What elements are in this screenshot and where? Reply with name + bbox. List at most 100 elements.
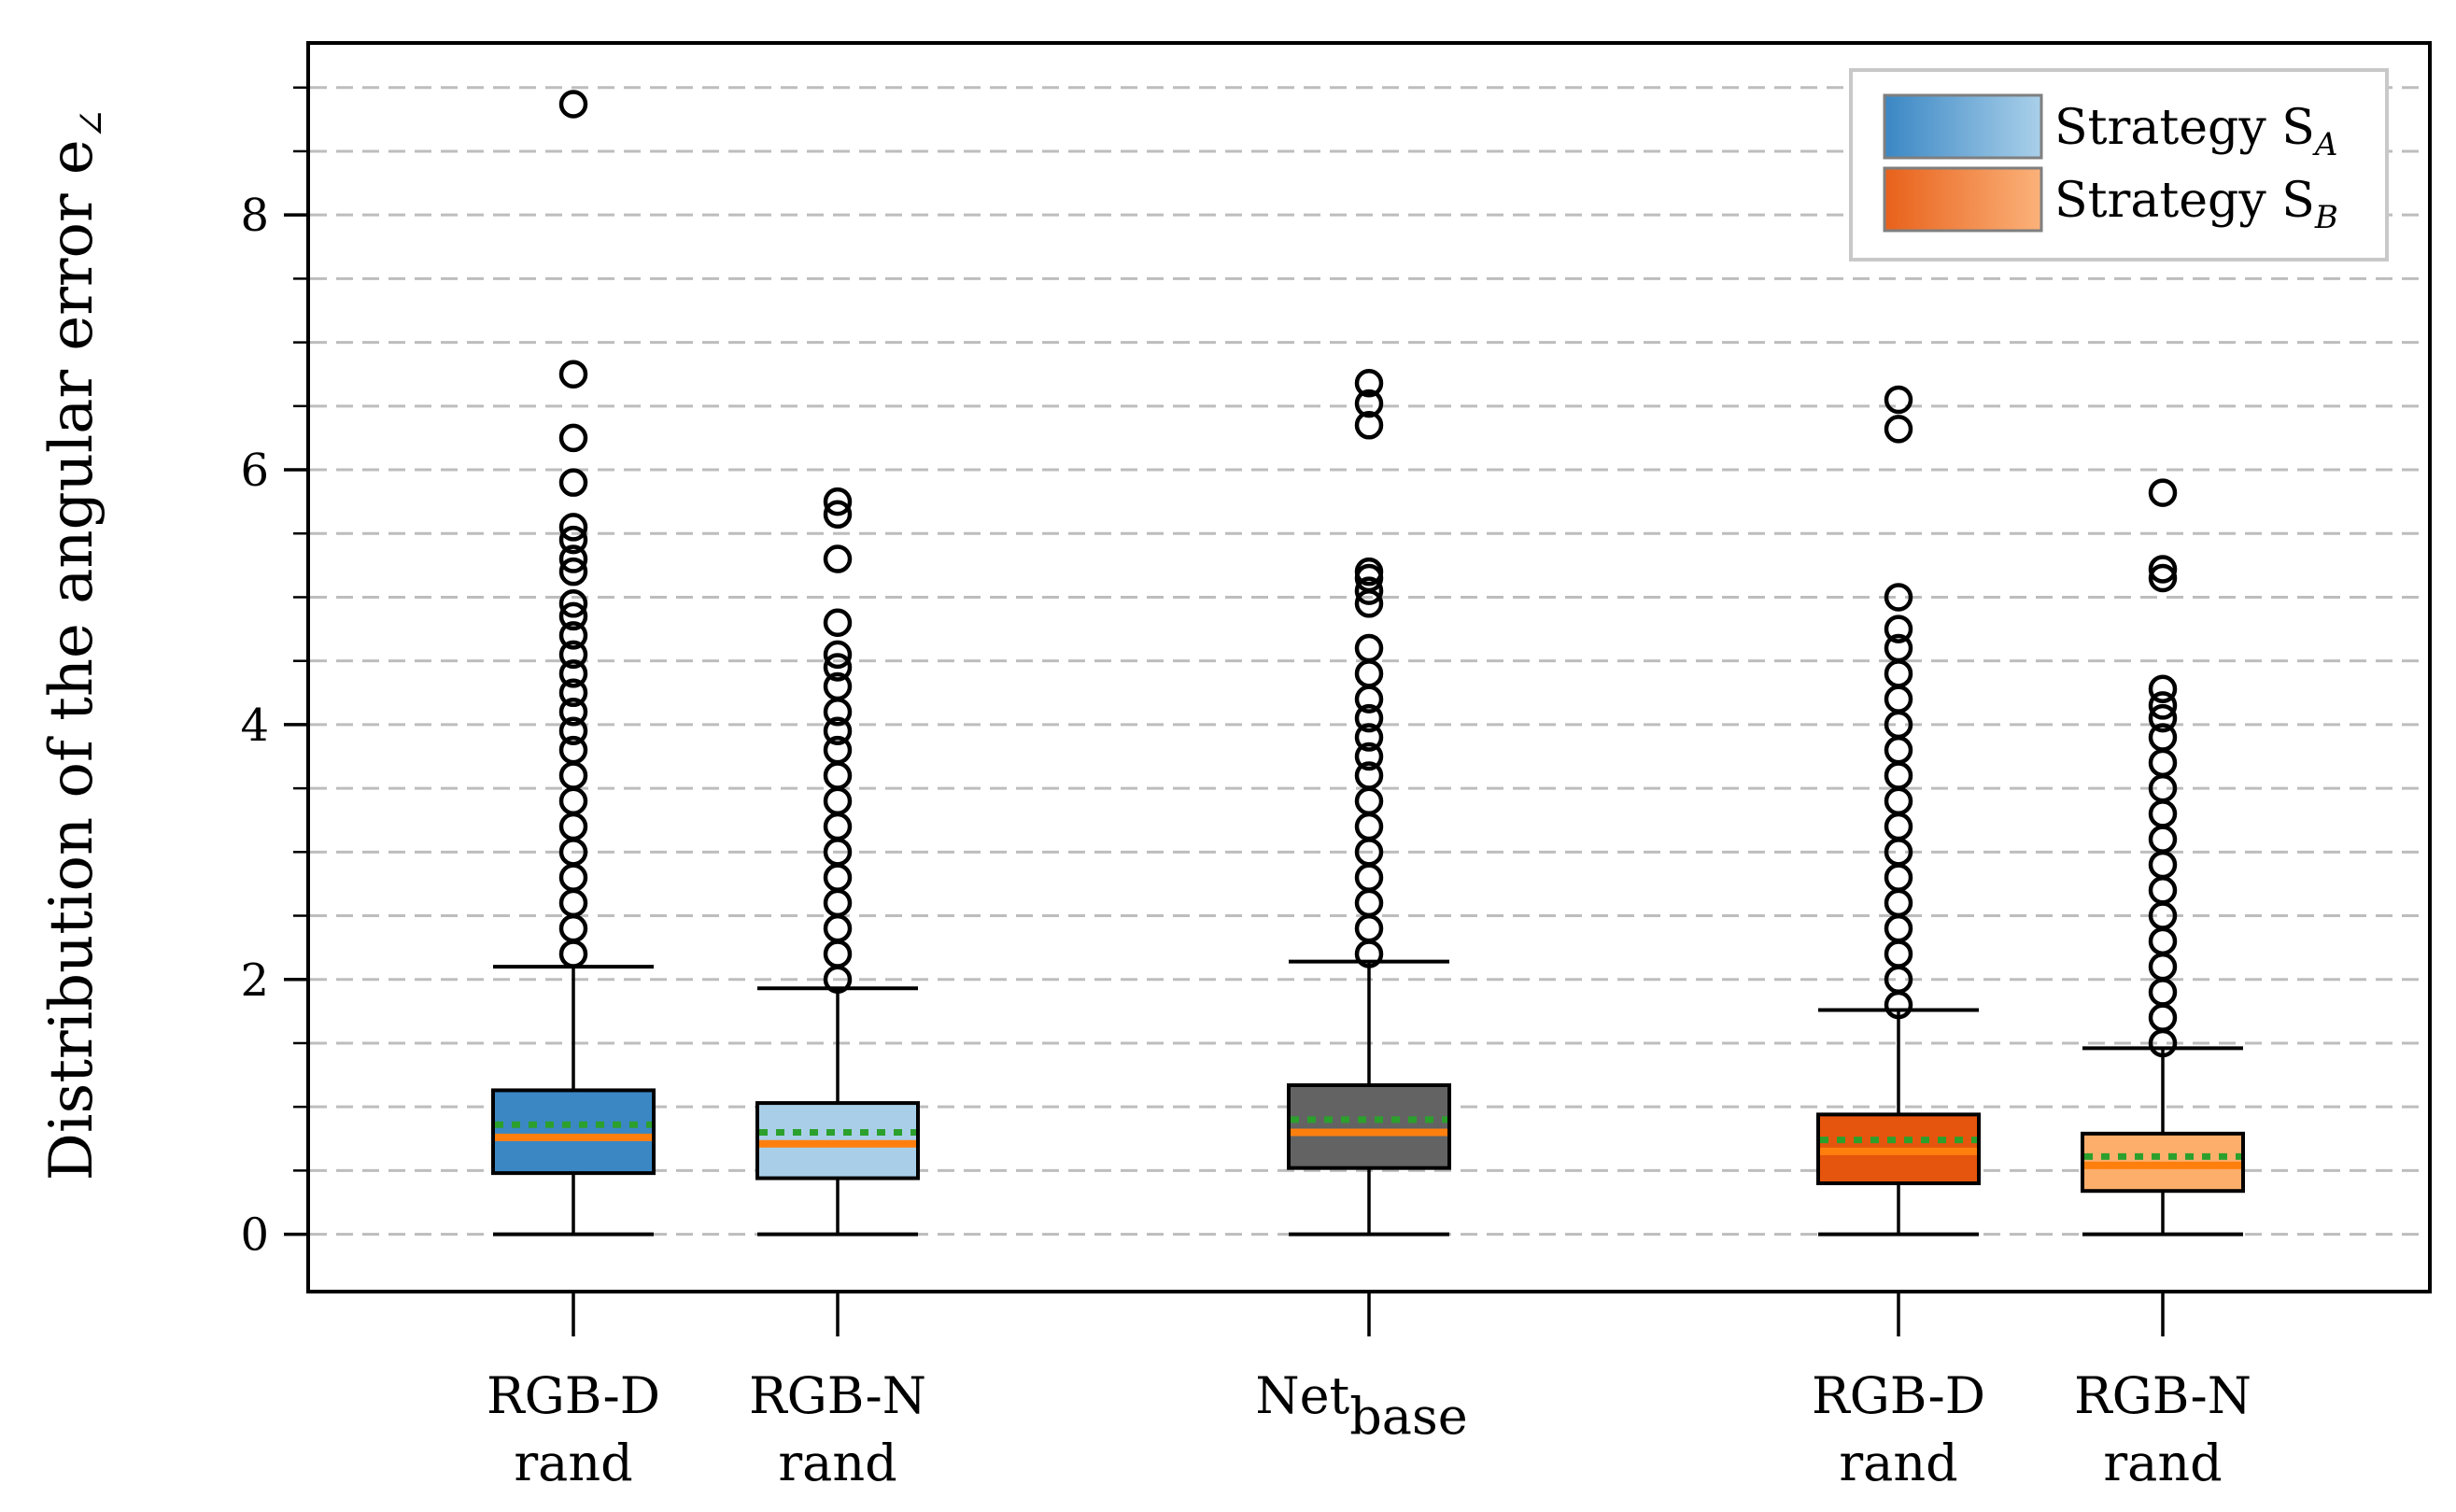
- y-tick-label: 8: [240, 190, 269, 242]
- box-group: [1816, 385, 1981, 1236]
- outlier-point: [1884, 940, 1913, 968]
- x-tick-label-line2: rand: [1839, 1434, 1957, 1492]
- x-tick-label: RGB-N: [2074, 1366, 2251, 1425]
- outlier-point: [558, 544, 588, 573]
- outlier-point: [558, 812, 588, 841]
- outlier-point: [558, 698, 588, 727]
- outlier-point: [2148, 952, 2178, 982]
- outlier-point: [1884, 786, 1913, 815]
- boxes: [491, 90, 2245, 1236]
- outlier-point: [1884, 633, 1913, 663]
- outlier-point: [823, 863, 853, 892]
- outlier-point: [2148, 555, 2178, 584]
- outlier-point: [2148, 748, 2178, 778]
- box-group: [491, 90, 656, 1236]
- outlier-point: [558, 621, 588, 650]
- outlier-point: [2148, 926, 2178, 956]
- outlier-point: [558, 786, 588, 815]
- outlier-point: [1354, 812, 1384, 841]
- y-tick-label: 4: [240, 699, 269, 752]
- outlier-point: [558, 678, 588, 708]
- outlier-point: [1884, 583, 1913, 612]
- outlier-point: [823, 716, 853, 745]
- x-tick-label-line2: rand: [778, 1434, 896, 1492]
- outlier-point: [558, 716, 588, 745]
- outlier-point: [2148, 799, 2178, 828]
- outlier-point: [1354, 557, 1384, 586]
- outlier-point: [1354, 411, 1384, 440]
- outlier-point: [2148, 850, 2178, 880]
- outlier-point: [823, 487, 853, 516]
- outlier-point: [1354, 863, 1384, 892]
- outlier-point: [558, 90, 588, 119]
- outlier-point: [2148, 563, 2178, 593]
- outlier-point: [558, 589, 588, 618]
- outlier-point: [1354, 659, 1384, 688]
- outlier-point: [1884, 615, 1913, 643]
- box-iqr: [491, 1088, 656, 1176]
- x-tick-label-line2: rand: [2103, 1434, 2222, 1492]
- outlier-point: [2148, 703, 2178, 733]
- outlier-point: [1354, 723, 1384, 752]
- box-group: [755, 487, 920, 1236]
- outlier-point: [558, 640, 588, 670]
- outlier-point: [1884, 415, 1913, 444]
- outlier-point: [2148, 978, 2178, 1007]
- outlier-point: [558, 659, 588, 688]
- outlier-point: [2148, 876, 2178, 905]
- outlier-point: [823, 786, 853, 815]
- outlier-point: [2148, 674, 2178, 703]
- outlier-point: [823, 500, 853, 530]
- outlier-point: [2148, 691, 2178, 720]
- outlier-point: [823, 761, 853, 790]
- outlier-point: [823, 913, 853, 943]
- outlier-point: [1354, 703, 1384, 733]
- outlier-point: [2148, 1003, 2178, 1032]
- legend-label-strategy-b: Strategy SB: [2054, 173, 2338, 236]
- legend-swatch-strategy-a: [1883, 93, 2043, 160]
- y-axis: 0 2 4 6 8: [240, 86, 308, 1262]
- x-tick-label: RGB-D: [487, 1366, 660, 1425]
- outlier-point: [823, 940, 853, 968]
- outlier-point: [1354, 761, 1384, 790]
- outlier-point: [823, 735, 853, 765]
- y-axis-title: Distribution of the angular error e∠: [37, 108, 114, 1181]
- outlier-point: [558, 468, 588, 497]
- outlier-point: [1354, 742, 1384, 771]
- outlier-point: [1884, 659, 1913, 688]
- outlier-point: [558, 888, 588, 918]
- outlier-point: [558, 940, 588, 968]
- outlier-point: [1884, 685, 1913, 714]
- outlier-point: [823, 812, 853, 841]
- x-tick-label: Netbase: [1255, 1366, 1467, 1446]
- outlier-point: [823, 653, 853, 682]
- outlier-point: [823, 671, 853, 701]
- legend-swatch-strategy-b: [1883, 166, 2043, 233]
- y-tick-label: 0: [240, 1209, 269, 1262]
- x-tick-label: RGB-N: [749, 1366, 926, 1425]
- outlier-point: [1884, 913, 1913, 943]
- outlier-point: [1884, 863, 1913, 892]
- outlier-point: [2148, 723, 2178, 752]
- outlier-point: [1884, 735, 1913, 765]
- outlier-point: [823, 640, 853, 670]
- outlier-point: [558, 557, 588, 586]
- outlier-point: [1884, 888, 1913, 918]
- outlier-point: [1354, 633, 1384, 663]
- outlier-point: [1354, 786, 1384, 815]
- y-tick-label: 2: [240, 954, 269, 1007]
- outlier-point: [558, 913, 588, 943]
- outlier-point: [1354, 389, 1384, 418]
- box-group: [1287, 369, 1451, 1236]
- outlier-point: [2148, 825, 2178, 854]
- box-iqr: [1287, 1082, 1451, 1170]
- box-group: [2081, 478, 2245, 1236]
- outlier-point: [1884, 385, 1913, 415]
- y-tick-label: 6: [240, 445, 269, 497]
- outlier-point: [1354, 369, 1384, 398]
- x-tick-label-line2: rand: [514, 1434, 632, 1492]
- gridlines: [310, 86, 2428, 1236]
- outlier-point: [558, 735, 588, 765]
- outlier-point: [823, 888, 853, 918]
